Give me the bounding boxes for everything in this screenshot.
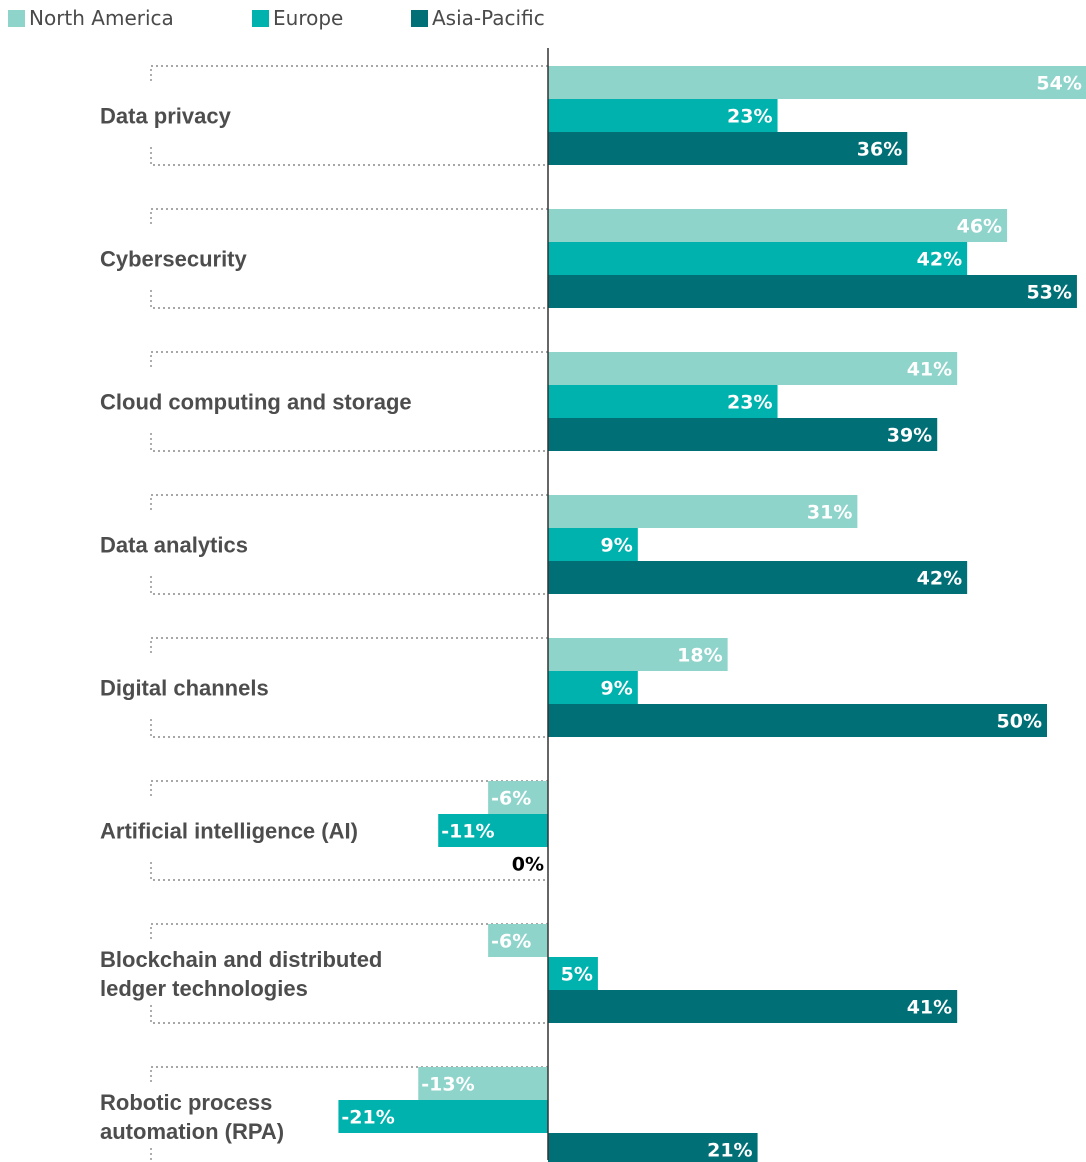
value-label-north-america: 46% bbox=[957, 216, 1002, 238]
value-label-europe: 9% bbox=[601, 535, 633, 557]
bar-europe bbox=[548, 99, 778, 132]
category-bracket bbox=[150, 208, 548, 309]
category-bracket bbox=[150, 494, 548, 595]
category-group: Robotic process automation (RPA) -13% -21% 2… bbox=[100, 1066, 758, 1162]
legend-item-europe: Europe bbox=[252, 6, 343, 30]
category-bracket bbox=[150, 1066, 548, 1162]
legend-label-asia-pacific: Asia-Pacific bbox=[432, 6, 545, 30]
bar-europe bbox=[548, 528, 638, 561]
category-label: Blockchain and distributed bbox=[100, 947, 382, 972]
category-group: Data privacy 54% 23% 36% bbox=[100, 65, 1086, 166]
bar-europe bbox=[548, 957, 598, 990]
value-label-europe: 9% bbox=[601, 678, 633, 700]
category-bracket bbox=[150, 780, 548, 881]
category-label: Digital channels bbox=[100, 676, 269, 701]
category-label: Robotic process bbox=[100, 1090, 272, 1115]
bar-europe bbox=[438, 814, 548, 847]
bar-asia-pacific bbox=[548, 704, 1047, 737]
value-label-north-america: 31% bbox=[807, 502, 852, 524]
value-label-asia-pacific: 53% bbox=[1026, 282, 1071, 304]
category-group: Digital channels 18% 9% 50% bbox=[100, 637, 1047, 738]
value-label-europe: 23% bbox=[727, 392, 772, 414]
bar-north-america bbox=[548, 495, 858, 528]
bar-north-america bbox=[548, 638, 728, 671]
value-label-north-america: -13% bbox=[421, 1074, 474, 1096]
value-label-europe: 23% bbox=[727, 106, 772, 128]
legend-label-north-america: North America bbox=[29, 6, 174, 30]
category-label: Data analytics bbox=[100, 533, 248, 558]
category-label: Artificial intelligence (AI) bbox=[100, 819, 358, 844]
category-group: Cloud computing and storage 41% 23% 39% bbox=[100, 351, 958, 452]
category-group: Cybersecurity 46% 42% 53% bbox=[100, 208, 1077, 309]
bar-north-america bbox=[548, 209, 1008, 242]
category-bracket bbox=[150, 351, 548, 452]
bar-asia-pacific bbox=[548, 990, 958, 1023]
legend-swatch-asia-pacific bbox=[411, 9, 428, 27]
legend-label-europe: Europe bbox=[273, 6, 344, 30]
legend-item-north-america: North America bbox=[8, 6, 174, 30]
category-label: Data privacy bbox=[100, 104, 232, 129]
value-label-asia-pacific: 50% bbox=[997, 711, 1042, 733]
category-bracket bbox=[150, 65, 548, 166]
legend-item-asia-pacific: Asia-Pacific bbox=[411, 6, 545, 30]
category-group: Blockchain and distributed ledger technol… bbox=[100, 923, 958, 1024]
bar-asia-pacific bbox=[548, 1133, 758, 1162]
bar-north-america bbox=[548, 352, 958, 385]
value-label-north-america: -6% bbox=[491, 931, 531, 953]
value-label-asia-pacific: 41% bbox=[907, 997, 952, 1019]
value-label-asia-pacific: 36% bbox=[857, 139, 902, 161]
value-label-europe: 42% bbox=[917, 249, 962, 271]
bar-asia-pacific bbox=[548, 132, 908, 165]
category-bracket bbox=[150, 637, 548, 738]
value-label-north-america: 54% bbox=[1036, 73, 1081, 95]
category-bracket bbox=[150, 923, 548, 1024]
value-label-europe: -21% bbox=[341, 1107, 394, 1129]
value-label-asia-pacific: 21% bbox=[707, 1140, 752, 1162]
category-label: Cloud computing and storage bbox=[100, 390, 412, 415]
category-group: Artificial intelligence (AI) -6% -11% 0% bbox=[100, 780, 548, 881]
bar-asia-pacific bbox=[548, 275, 1077, 308]
value-label-asia-pacific: 39% bbox=[887, 425, 932, 447]
bar-europe bbox=[548, 671, 638, 704]
bar-north-america bbox=[418, 1067, 548, 1100]
bar-north-america bbox=[548, 66, 1086, 99]
value-label-europe: -11% bbox=[441, 821, 494, 843]
value-label-asia-pacific: 0% bbox=[512, 854, 544, 876]
legend-swatch-europe bbox=[252, 9, 269, 27]
bar-north-america bbox=[488, 924, 548, 957]
value-label-north-america: -6% bbox=[491, 788, 531, 810]
value-label-europe: 5% bbox=[561, 964, 593, 986]
value-label-asia-pacific: 42% bbox=[917, 568, 962, 590]
bar-asia-pacific bbox=[548, 418, 938, 451]
legend-swatch-north-america bbox=[8, 9, 25, 27]
category-label: automation (RPA) bbox=[100, 1119, 284, 1144]
value-label-north-america: 41% bbox=[907, 359, 952, 381]
bar-europe bbox=[548, 385, 778, 418]
value-label-north-america: 18% bbox=[677, 645, 722, 667]
category-group: Data analytics 31% 9% 42% bbox=[100, 494, 968, 595]
bar-asia-pacific bbox=[548, 561, 968, 594]
bar-europe bbox=[338, 1100, 548, 1133]
category-label: Cybersecurity bbox=[100, 247, 248, 272]
bar-north-america bbox=[488, 781, 548, 814]
bar-europe bbox=[548, 242, 968, 275]
category-label: ledger technologies bbox=[100, 976, 308, 1001]
